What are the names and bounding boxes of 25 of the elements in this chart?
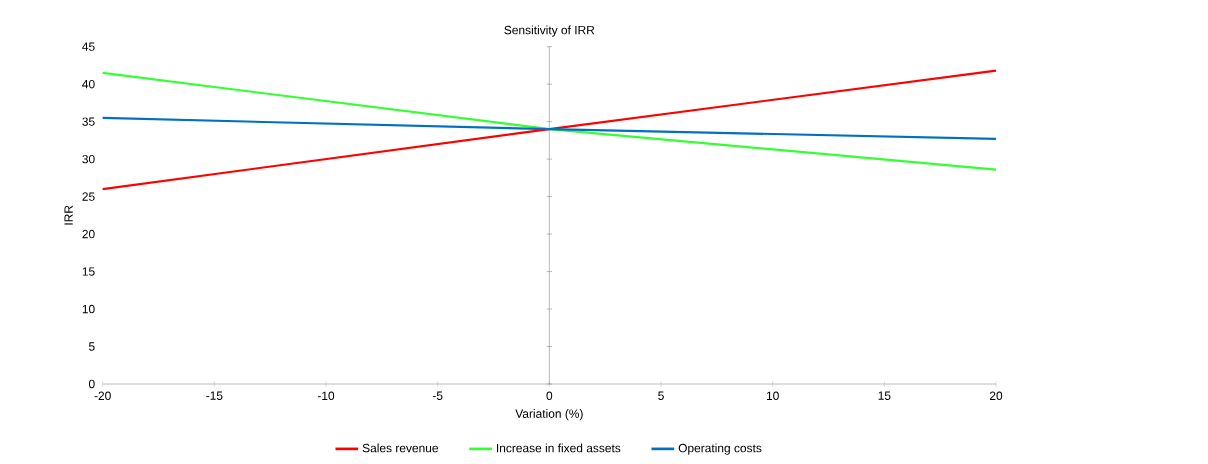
y-tick-label: 30 (82, 154, 95, 164)
legend-label: Increase in fixed assets (497, 443, 621, 453)
legend-label: Sales revenue (362, 443, 439, 453)
y-tick-label: 20 (82, 229, 95, 239)
x-tick-label: -5 (432, 391, 443, 400)
y-tick-label: 25 (82, 192, 95, 201)
y-tick-label: 10 (82, 304, 95, 314)
x-tick-label: 20 (989, 391, 1003, 400)
x-tick-label: -20 (94, 391, 111, 400)
chart-title: Sensitivity of IRR (504, 25, 595, 37)
legend-label: Operating costs (678, 443, 762, 455)
y-tick-label: 0 (88, 379, 95, 389)
y-tick-label: 5 (88, 342, 95, 351)
x-tick-label: 5 (658, 391, 664, 400)
y-axis-title: IRR (64, 205, 73, 225)
x-axis-title: Variation (%) (515, 409, 583, 421)
y-tick-label: 45 (82, 42, 95, 51)
x-tick-label: -10 (317, 391, 335, 400)
x-tick-label: 15 (878, 391, 891, 400)
y-tick-label: 35 (82, 117, 95, 126)
y-tick-label: 15 (82, 267, 95, 276)
x-tick-label: 0 (546, 391, 553, 400)
x-tick-label: 10 (766, 391, 779, 400)
x-tick-label: -15 (206, 391, 223, 400)
y-tick-label: 40 (82, 79, 95, 89)
